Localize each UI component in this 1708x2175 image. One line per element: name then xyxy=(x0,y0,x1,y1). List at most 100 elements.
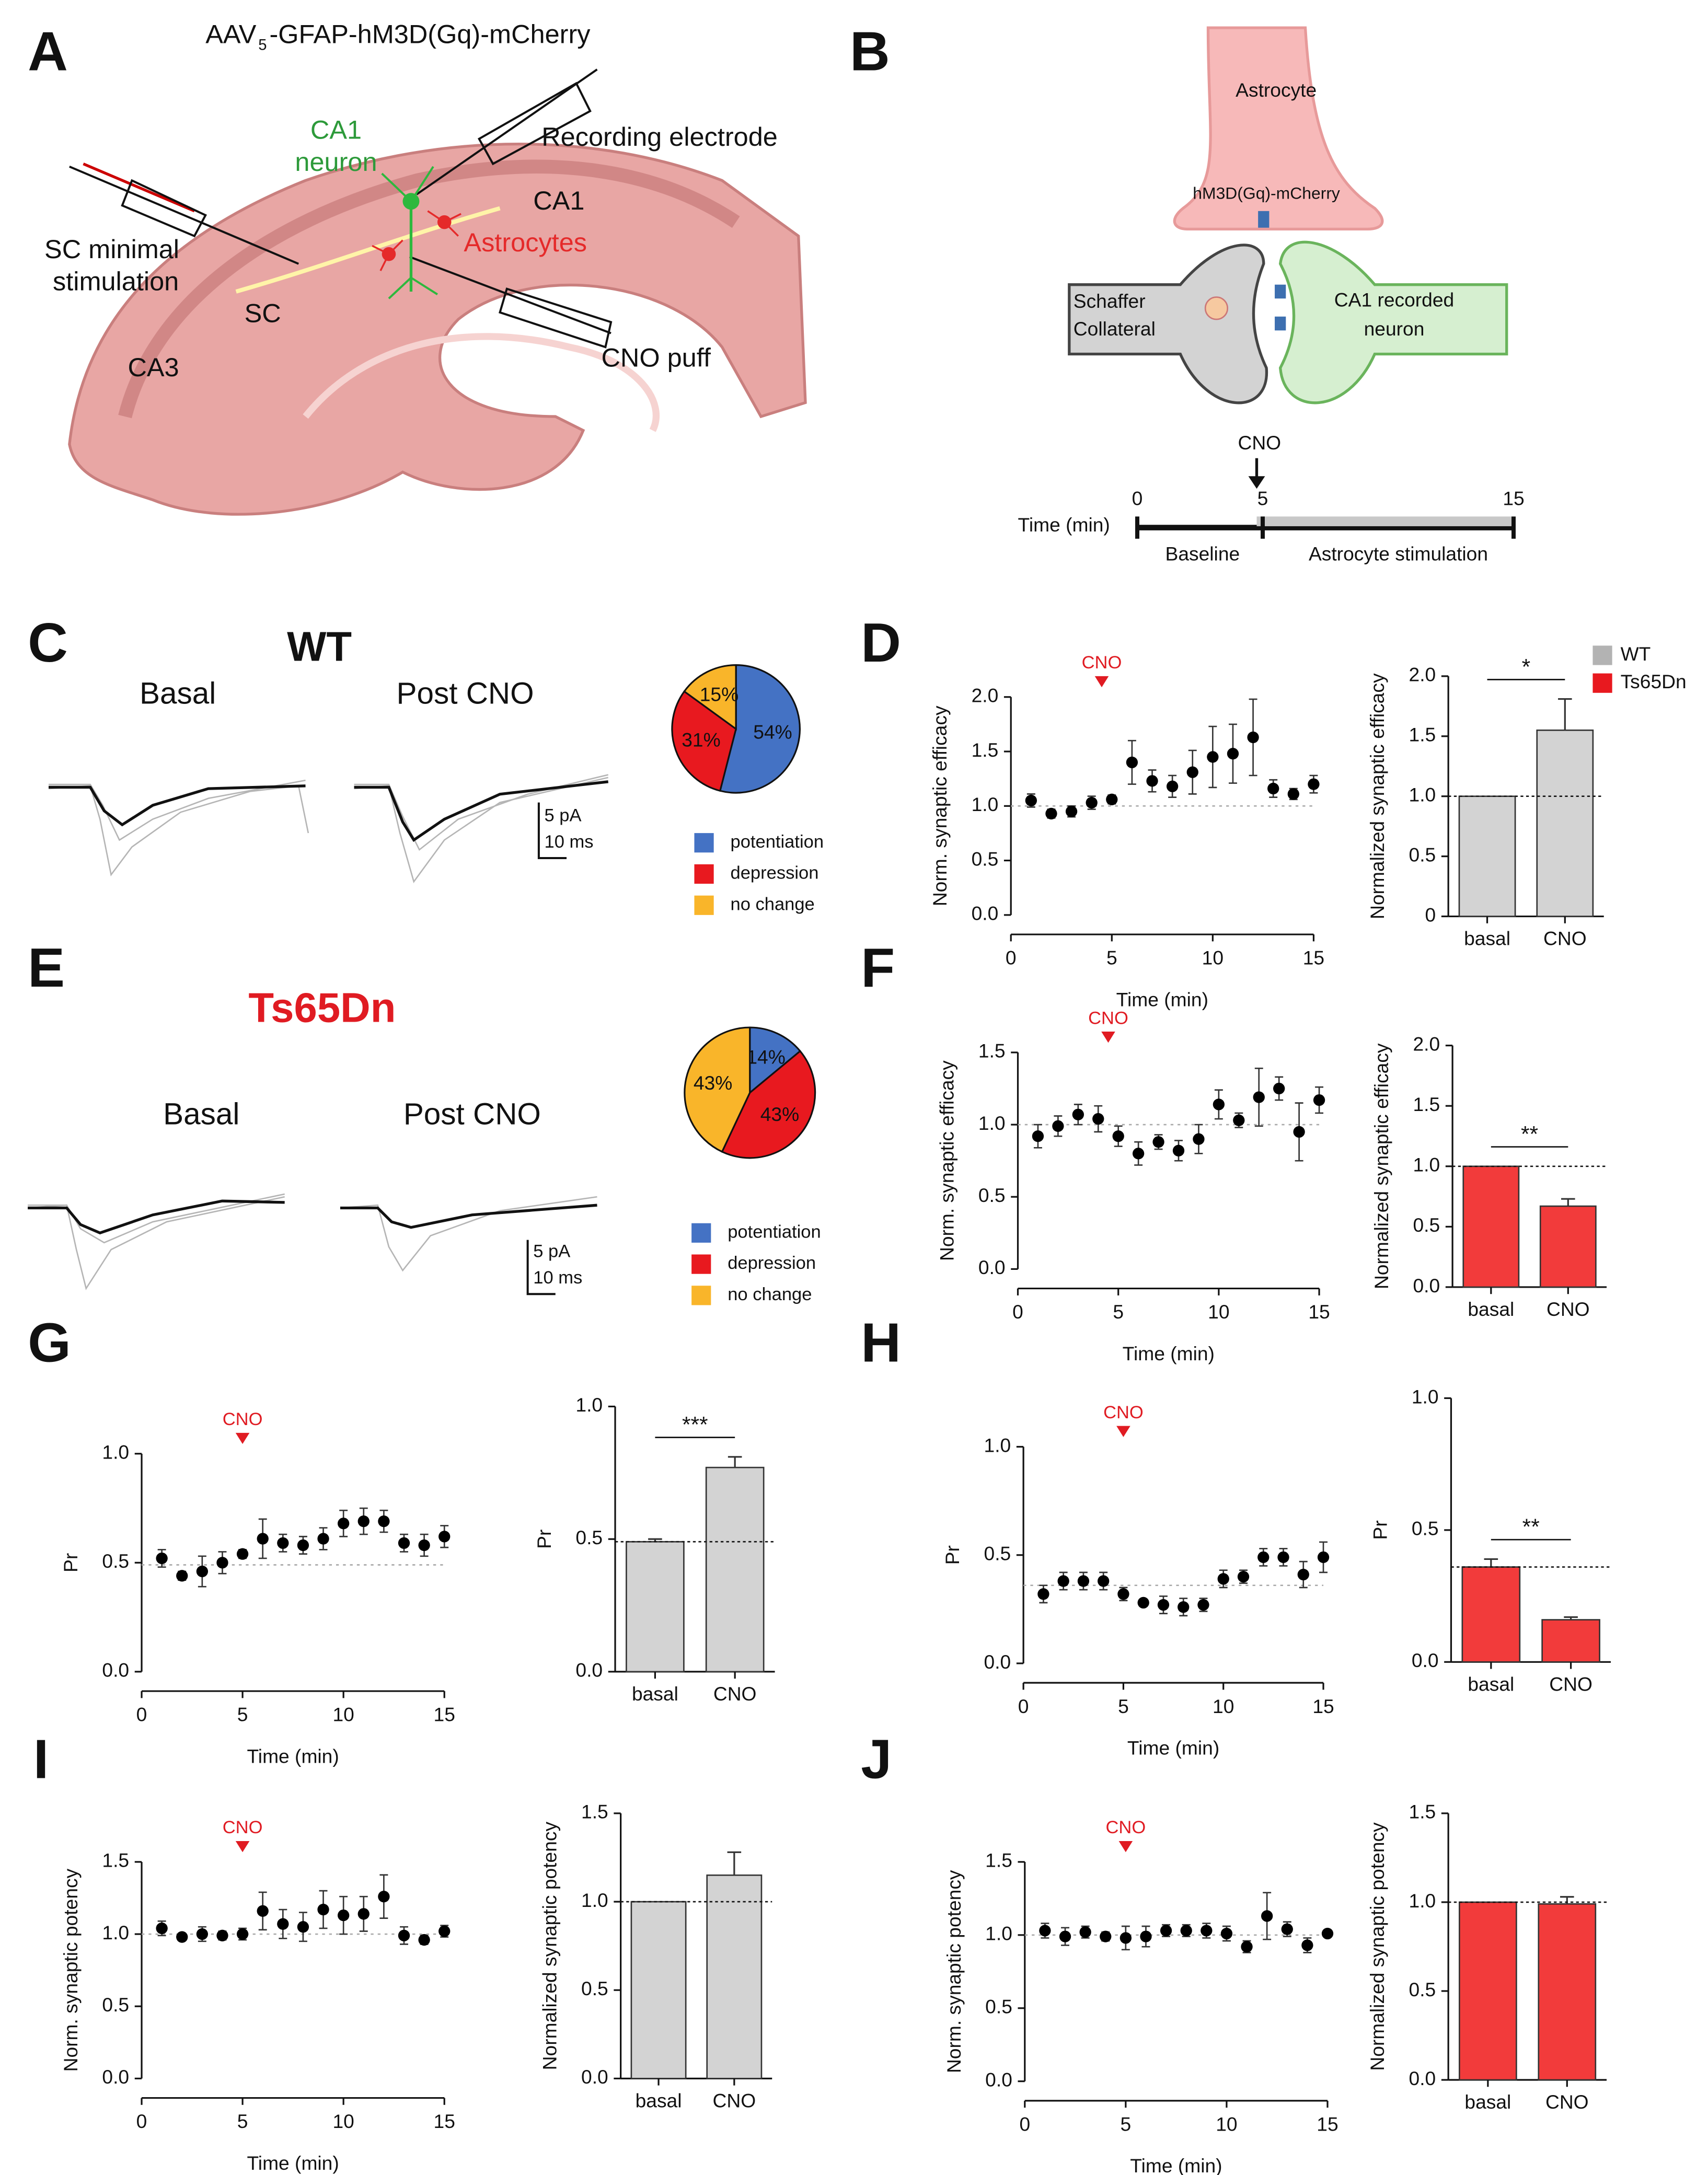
y-axis-label: Normalized synaptic potency xyxy=(1366,1822,1388,2071)
data-point xyxy=(1317,1551,1330,1564)
y-tick-label: 1.0 xyxy=(985,1923,1012,1945)
data-point xyxy=(1257,1551,1270,1564)
sc-stim-label: SC minimal xyxy=(44,234,179,264)
data-point xyxy=(1241,1941,1253,1953)
chart: 54% potentiation 31% depression 15% no change xyxy=(671,664,824,915)
panel-letter: A xyxy=(28,20,68,82)
x-tick-label: 5 xyxy=(237,1704,248,1726)
y-tick-label: 0.0 xyxy=(1409,2067,1436,2089)
data-point xyxy=(1217,1573,1229,1585)
annotation-marker xyxy=(235,1432,250,1444)
pie-slice xyxy=(719,664,801,794)
hippocampus-drawing xyxy=(68,68,807,516)
data-point xyxy=(1106,793,1118,805)
x-tick-label: 5 xyxy=(1106,947,1117,969)
panel-letter: J xyxy=(861,1728,892,1790)
y-tick-label: 2.0 xyxy=(1409,664,1436,686)
data-point xyxy=(1039,1925,1051,1937)
data-point xyxy=(1146,775,1158,787)
chart: 0.0 0.5 1.0 1.5 Normalized synaptic potency b… xyxy=(1366,1801,1607,2113)
data-point xyxy=(257,1533,269,1545)
x-tick-label: 0 xyxy=(1006,947,1017,969)
y-tick-label: 1.0 xyxy=(102,1441,129,1463)
x-axis-label: Time (min) xyxy=(1116,988,1208,1010)
data-point xyxy=(277,1537,289,1549)
legend-swatch xyxy=(694,833,714,853)
error-bar xyxy=(1561,1198,1575,1207)
scale-label: 10 ms xyxy=(533,1268,582,1288)
legend-label: WT xyxy=(1621,643,1651,665)
x-tick-label: 0 xyxy=(136,1704,147,1726)
x-tick-label: 10 xyxy=(1213,1695,1234,1717)
annotation-marker xyxy=(1094,676,1109,688)
timeline: 0 5 15 xyxy=(1132,487,1525,539)
data-point xyxy=(317,1903,329,1916)
y-tick-label: 1.0 xyxy=(575,1394,603,1416)
bar xyxy=(1461,1566,1521,1663)
x-tick-label: 15 xyxy=(1312,1695,1334,1717)
data-point xyxy=(418,1539,430,1552)
x-tick-label: basal xyxy=(636,2089,682,2111)
data-point xyxy=(1079,1926,1091,1938)
y-tick-label: 1.0 xyxy=(1413,1154,1440,1176)
y-tick-label: 1.5 xyxy=(985,1849,1012,1871)
legend-label: potentiation xyxy=(731,832,824,852)
y-tick-label: 1.0 xyxy=(1409,784,1436,806)
error-bar xyxy=(1484,1558,1498,1567)
y-axis-label: Norm. synaptic potency xyxy=(60,1868,82,2072)
timeline-tick-label: 15 xyxy=(1503,487,1524,509)
sc-label: SC xyxy=(245,298,281,328)
panel-letter: F xyxy=(861,936,895,999)
data-point xyxy=(1227,748,1239,760)
data-point xyxy=(1308,778,1320,790)
y-tick-label: 0.5 xyxy=(1409,1979,1436,2000)
panel-title: WT xyxy=(287,623,352,669)
chart: 0.0 0.5 1.0 1.5 Normalized synaptic potency b… xyxy=(539,1801,772,2111)
y-tick-label: 1.5 xyxy=(978,1040,1006,1062)
y-tick-label: 0.0 xyxy=(581,2066,608,2088)
legend-swatch xyxy=(691,1286,711,1305)
x-tick-label: CNO xyxy=(1547,1298,1590,1320)
astrocyte-label: Astrocyte xyxy=(1236,79,1317,101)
y-tick-label: 0 xyxy=(1425,904,1436,925)
data-point xyxy=(1247,731,1259,744)
x-axis-label: Time (min) xyxy=(1127,1737,1219,1758)
data-point xyxy=(398,1929,410,1941)
y-tick-label: 0.0 xyxy=(102,2066,129,2088)
bar xyxy=(705,1466,765,1673)
data-point xyxy=(176,1570,188,1582)
receptor-label: hM3D(Gq)-mCherry xyxy=(1193,183,1340,202)
data-point xyxy=(398,1537,410,1549)
y-tick-label: 0.0 xyxy=(575,1659,603,1681)
data-point xyxy=(1140,1930,1152,1942)
annotation-marker xyxy=(1118,1841,1133,1853)
bar xyxy=(630,1901,687,2079)
slice-label: 14% xyxy=(746,1046,785,1068)
x-tick-label: 10 xyxy=(1202,947,1224,969)
data-point xyxy=(357,1908,370,1920)
x-tick-label: CNO xyxy=(1549,1673,1592,1695)
y-tick-label: 0.5 xyxy=(1413,1214,1440,1236)
x-tick-label: 10 xyxy=(1208,1301,1229,1323)
data-point xyxy=(1178,1601,1190,1613)
error-bar xyxy=(1558,698,1572,731)
legend-swatch xyxy=(1592,645,1612,665)
pie-slice xyxy=(683,664,737,731)
y-tick-label: 0.5 xyxy=(978,1184,1006,1206)
panel-letter: D xyxy=(861,611,901,674)
y-tick-label: 0.5 xyxy=(984,1543,1011,1565)
x-axis-label: Time (min) xyxy=(1123,1343,1215,1364)
data-point xyxy=(1120,1932,1132,1944)
x-tick-label: 5 xyxy=(237,2110,248,2132)
data-point xyxy=(1086,796,1098,809)
data-point xyxy=(1098,1575,1110,1587)
ca3-label: CA3 xyxy=(128,352,179,382)
baseline-label: Baseline xyxy=(1165,543,1240,565)
y-tick-label: 1.5 xyxy=(1409,724,1436,746)
y-tick-label: 1.0 xyxy=(1412,1385,1439,1407)
legend-swatch xyxy=(691,1254,711,1274)
y-tick-label: 1.0 xyxy=(978,1112,1006,1134)
x-tick-label: 0 xyxy=(1018,1695,1029,1717)
data-point xyxy=(1072,1108,1084,1120)
y-tick-label: 0.5 xyxy=(102,1994,129,2016)
